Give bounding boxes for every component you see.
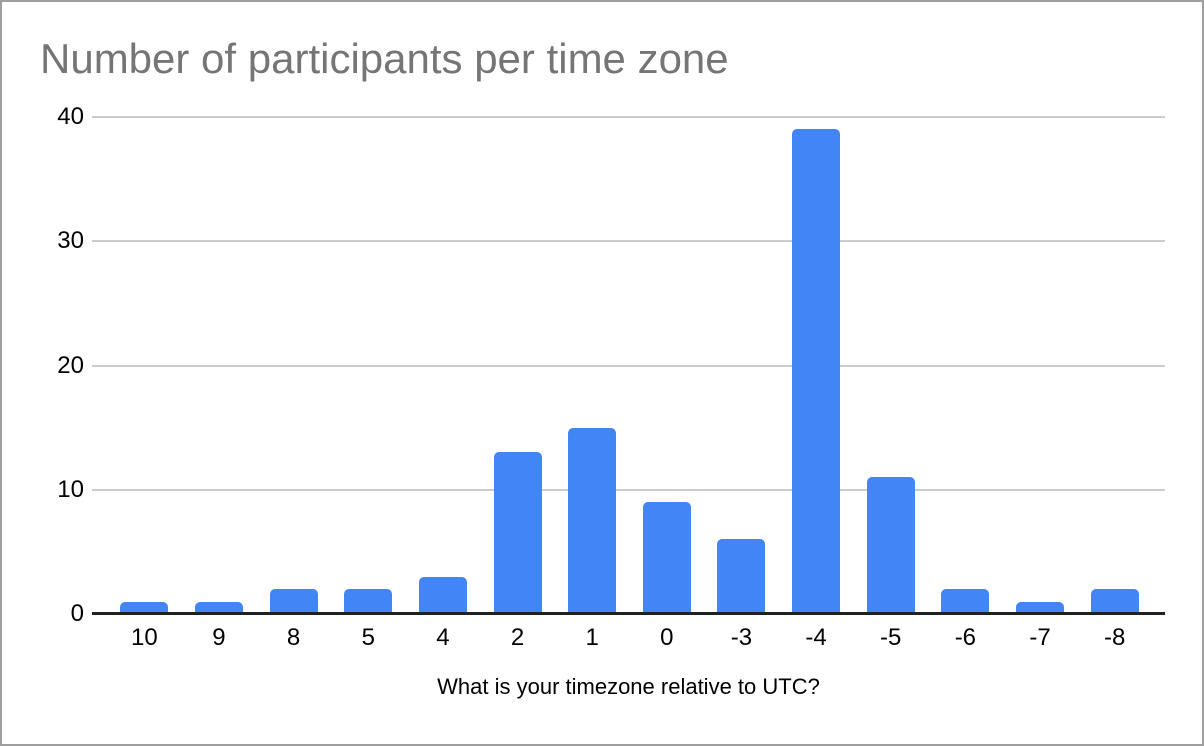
y-axis-tick-labels: 0 10 20 30 40 xyxy=(32,103,84,627)
x-axis-line xyxy=(92,612,1165,615)
bar-cell-utc--8 xyxy=(1077,117,1152,614)
bar-cell-utc-8 xyxy=(256,117,331,614)
bar-cell-utc--3 xyxy=(704,117,779,614)
bar-utc--5[interactable] xyxy=(866,477,915,614)
y-tick-label-0: 0 xyxy=(70,600,84,627)
bar-cell-utc-4 xyxy=(406,117,481,614)
bar-cell-utc-0 xyxy=(629,117,704,614)
gridline-30 xyxy=(92,240,1165,243)
bar-utc-8[interactable] xyxy=(269,589,318,614)
x-tick-label-5: 5 xyxy=(361,624,375,651)
bar-utc-2[interactable] xyxy=(493,452,542,614)
x-tick-label-10: 10 xyxy=(130,624,158,651)
x-tick-label-2: 2 xyxy=(510,624,525,651)
gridline-20 xyxy=(92,364,1165,367)
x-tick-label--6: -6 xyxy=(954,624,977,651)
bar-cell-utc-1 xyxy=(555,117,630,614)
x-tick-label--7: -7 xyxy=(1029,624,1051,651)
gridline-10 xyxy=(92,488,1165,491)
bar-utc--7[interactable] xyxy=(1016,602,1064,614)
bar-utc--8[interactable] xyxy=(1090,589,1139,614)
bar-cell-utc-9 xyxy=(182,117,257,614)
x-tick-label-4: 4 xyxy=(436,624,450,651)
x-tick-label--8: -8 xyxy=(1103,624,1126,651)
bar-cell-utc--4 xyxy=(779,117,854,614)
x-tick-label-0: 0 xyxy=(660,624,674,651)
x-tick-label--5: -5 xyxy=(880,624,902,651)
y-tick-label-30: 30 xyxy=(57,227,84,255)
bar-cell-utc--7 xyxy=(1003,117,1078,614)
bar-utc--4[interactable] xyxy=(792,129,841,614)
bar-cell-utc-5 xyxy=(331,117,406,614)
bar-utc-0[interactable] xyxy=(642,502,691,614)
plot-area xyxy=(92,116,1165,615)
bar-utc-5[interactable] xyxy=(344,589,393,614)
bar-cell-utc--5 xyxy=(853,117,928,614)
x-axis-tick-labels: 10 9 8 5 4 2 1 0 -3 -4 -5 -6 -7 -8 xyxy=(107,624,1152,652)
bar-utc-1[interactable] xyxy=(568,428,617,614)
bar-cell-utc-10 xyxy=(107,117,182,614)
bar-utc-9[interactable] xyxy=(194,602,243,614)
x-tick-label-8: 8 xyxy=(286,624,301,651)
bar-cell-utc-2 xyxy=(480,117,555,614)
x-tick-label--4: -4 xyxy=(805,624,827,651)
y-tick-label-10: 10 xyxy=(57,475,84,503)
bar-utc--6[interactable] xyxy=(941,589,990,614)
x-tick-label-9: 9 xyxy=(212,624,226,651)
x-axis-title: What is your timezone relative to UTC? xyxy=(437,674,820,699)
bar-utc-4[interactable] xyxy=(418,577,467,614)
bar-utc--3[interactable] xyxy=(717,539,766,614)
bar-utc-10[interactable] xyxy=(120,602,169,614)
gridline-40 xyxy=(92,116,1165,118)
x-tick-label-1: 1 xyxy=(585,624,599,651)
y-tick-label-40: 40 xyxy=(57,103,84,130)
chart-title: Number of participants per time zone xyxy=(40,35,729,82)
y-tick-label-20: 20 xyxy=(57,351,84,379)
x-tick-label--3: -3 xyxy=(730,624,753,651)
bars xyxy=(107,117,1152,614)
bar-cell-utc--6 xyxy=(928,117,1003,614)
